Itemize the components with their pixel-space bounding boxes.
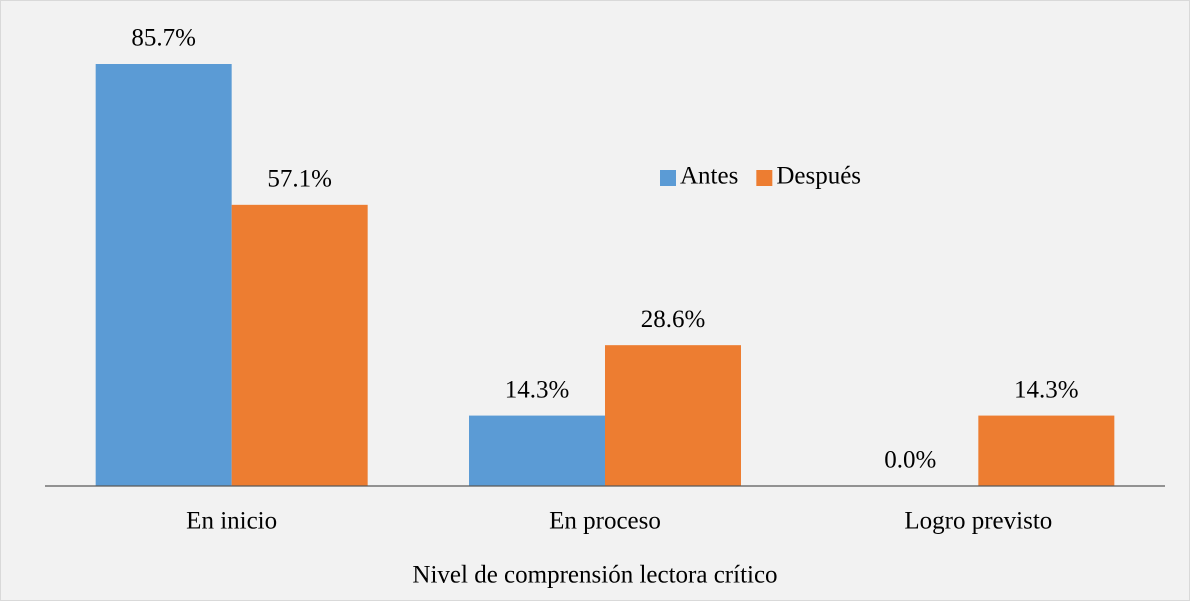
legend-swatch — [660, 170, 676, 186]
x-tick-label: Logro previsto — [904, 508, 1052, 535]
x-axis-title: Nivel de comprensión lectora crítico — [412, 562, 777, 589]
data-label: 28.6% — [641, 306, 706, 333]
bar — [231, 204, 368, 486]
data-label: 0.0% — [884, 447, 936, 474]
bar — [95, 64, 232, 486]
x-tick-label: En proceso — [549, 508, 661, 535]
x-tick-label: En inicio — [186, 508, 277, 535]
bar — [605, 345, 741, 486]
bar — [978, 415, 1115, 486]
data-label: 14.3% — [505, 376, 570, 403]
bar — [469, 415, 605, 486]
legend-swatch — [756, 170, 773, 186]
data-label: 14.3% — [1014, 376, 1079, 403]
legend-label: Después — [776, 163, 861, 190]
data-label: 85.7% — [131, 25, 196, 52]
data-label: 57.1% — [267, 166, 332, 193]
legend-label: Antes — [680, 163, 738, 190]
